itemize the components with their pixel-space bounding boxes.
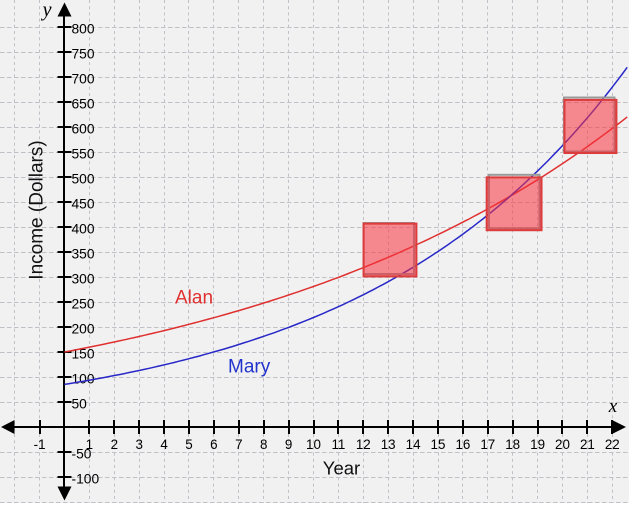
svg-text:Mary: Mary xyxy=(228,357,271,378)
svg-text:-50: -50 xyxy=(72,446,92,461)
svg-text:10: 10 xyxy=(306,437,321,452)
svg-text:800: 800 xyxy=(72,21,95,36)
svg-text:200: 200 xyxy=(72,321,95,336)
svg-text:3: 3 xyxy=(135,437,142,452)
svg-text:50: 50 xyxy=(72,396,88,411)
svg-text:2: 2 xyxy=(111,437,118,452)
svg-text:y: y xyxy=(41,0,52,21)
svg-text:250: 250 xyxy=(72,296,95,311)
svg-text:20: 20 xyxy=(555,437,570,452)
svg-text:14: 14 xyxy=(406,437,421,452)
svg-text:100: 100 xyxy=(72,371,95,386)
svg-text:11: 11 xyxy=(331,437,345,452)
svg-text:21: 21 xyxy=(580,437,595,452)
svg-text:16: 16 xyxy=(455,437,470,452)
svg-text:300: 300 xyxy=(72,271,95,286)
svg-text:9: 9 xyxy=(285,437,292,452)
svg-text:-1: -1 xyxy=(34,437,46,452)
svg-text:Year: Year xyxy=(323,458,360,479)
svg-text:6: 6 xyxy=(210,437,217,452)
svg-text:4: 4 xyxy=(160,437,168,452)
svg-text:8: 8 xyxy=(260,437,267,452)
svg-text:1: 1 xyxy=(86,437,93,452)
svg-text:x: x xyxy=(608,396,618,417)
svg-text:Alan: Alan xyxy=(175,288,213,309)
svg-text:22: 22 xyxy=(605,437,620,452)
svg-text:350: 350 xyxy=(72,246,95,261)
svg-text:500: 500 xyxy=(72,171,95,186)
svg-text:650: 650 xyxy=(72,96,95,111)
svg-text:5: 5 xyxy=(185,437,192,452)
svg-text:-100: -100 xyxy=(72,471,100,486)
svg-text:600: 600 xyxy=(72,121,95,136)
svg-text:Income (Dollars): Income (Dollars) xyxy=(27,140,48,279)
svg-text:750: 750 xyxy=(72,46,95,61)
svg-text:12: 12 xyxy=(356,437,371,452)
svg-text:15: 15 xyxy=(431,437,446,452)
svg-text:17: 17 xyxy=(480,437,495,452)
svg-text:19: 19 xyxy=(530,437,545,452)
svg-text:700: 700 xyxy=(72,71,95,86)
svg-text:13: 13 xyxy=(381,437,396,452)
svg-text:7: 7 xyxy=(235,437,242,452)
svg-text:18: 18 xyxy=(505,437,520,452)
svg-text:550: 550 xyxy=(72,146,95,161)
svg-text:400: 400 xyxy=(72,221,95,236)
svg-text:450: 450 xyxy=(72,196,95,211)
